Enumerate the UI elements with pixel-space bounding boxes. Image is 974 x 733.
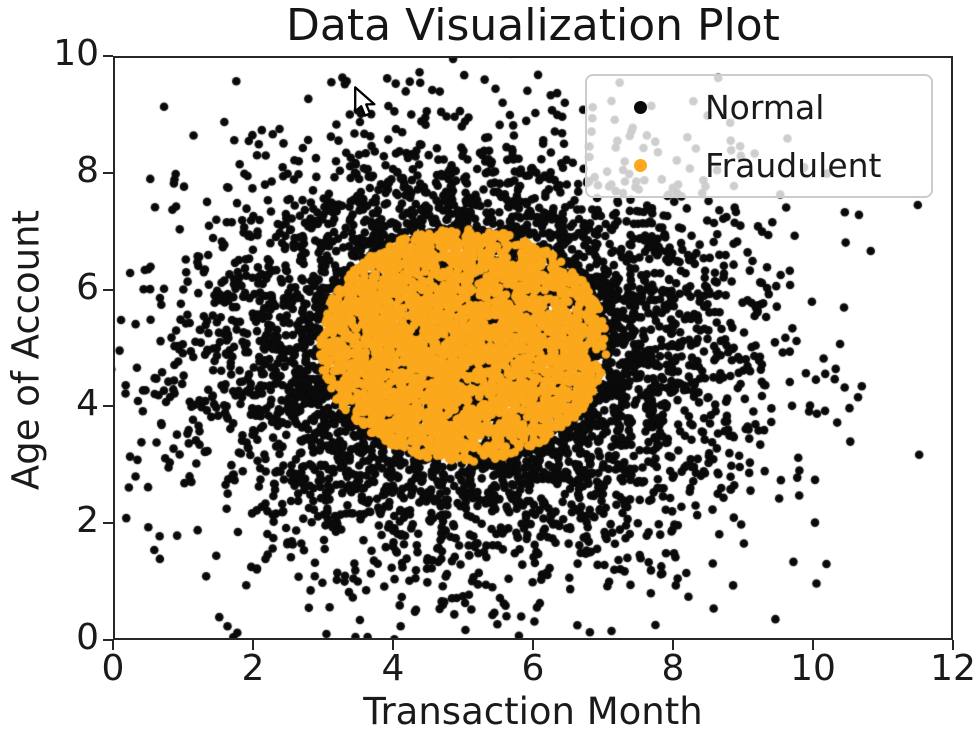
chart-title: Data Visualization Plot [286,0,780,51]
x-tick-label: 0 [101,648,125,689]
x-tick-label: 2 [241,648,265,689]
x-tick-mark [252,640,254,650]
legend: Normal Fraudulent [585,74,933,198]
x-tick-mark [812,640,814,650]
fraudulent-marker-icon [634,158,647,172]
x-tick-mark [532,640,534,650]
y-tick-mark [103,288,113,291]
y-tick-mark [103,522,113,525]
y-tick-mark [103,171,113,174]
y-tick-mark [103,405,113,408]
y-tick-label: 0 [76,617,99,658]
legend-item-fraudulent: Fraudulent [587,136,931,194]
x-tick-label: 6 [521,648,545,689]
x-tick-label: 12 [930,648,974,689]
x-tick-label: 10 [790,648,836,689]
legend-label-normal: Normal [705,87,825,127]
y-tick-mark [103,55,113,57]
y-tick-label: 6 [76,266,99,308]
normal-marker-icon [634,100,647,114]
y-tick-label: 2 [76,500,99,542]
x-tick-mark [112,640,114,650]
y-tick-label: 10 [53,33,99,74]
y-tick-label: 8 [76,149,99,191]
x-tick-label: 4 [381,648,405,689]
legend-label-fraudulent: Fraudulent [705,145,882,185]
y-tick-label: 4 [76,383,99,425]
x-tick-mark [392,640,394,650]
legend-item-normal: Normal [587,78,931,136]
y-tick-mark [103,639,113,641]
x-tick-label: 8 [661,648,685,689]
x-tick-mark [952,640,954,650]
x-tick-mark [672,640,674,650]
x-axis-label: Transaction Month [363,690,703,733]
y-axis-label: Age of Account [4,209,48,491]
